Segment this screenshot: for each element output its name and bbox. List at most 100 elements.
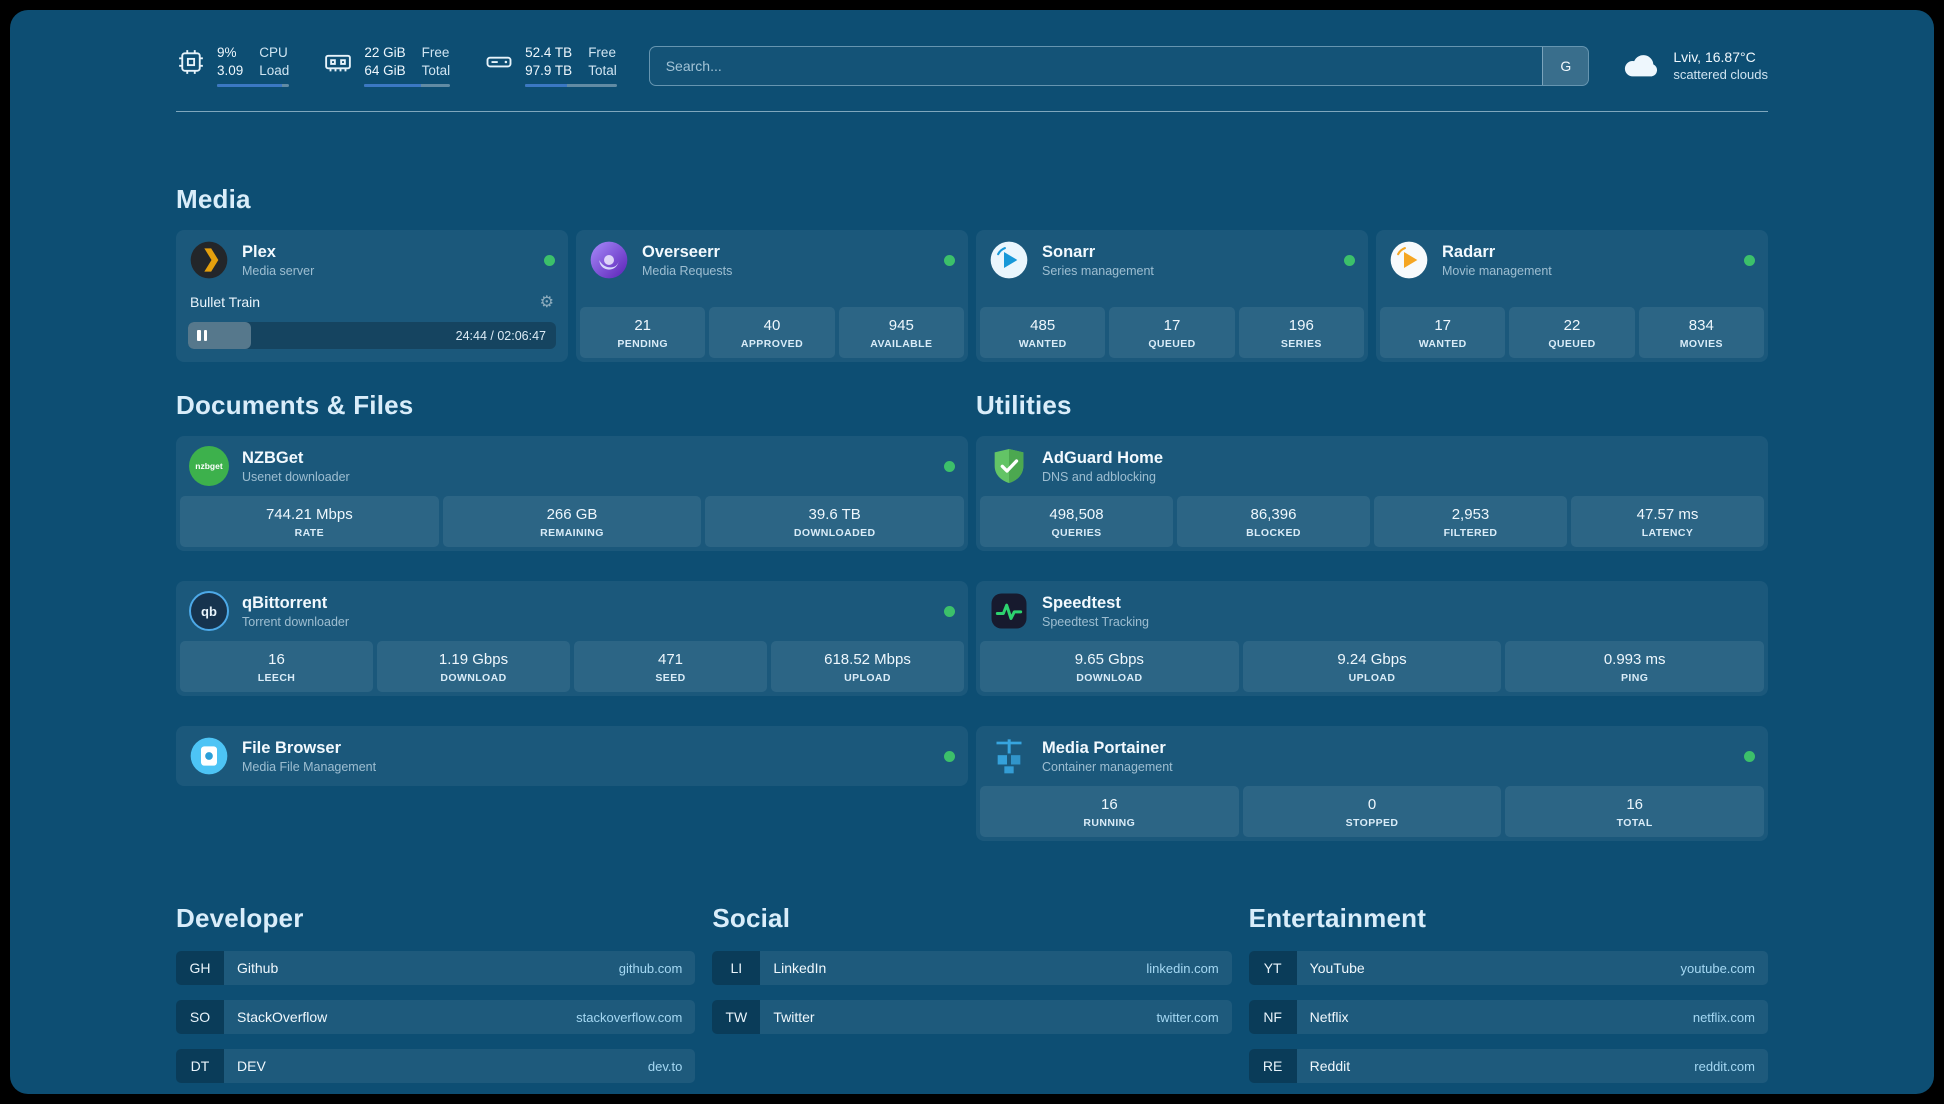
- stat-remaining: 266 GB REMAINING: [442, 496, 702, 547]
- bookmark-abbr: YT: [1248, 951, 1297, 985]
- bookmark-group-title: Social: [712, 903, 791, 933]
- stat-rate: 744.21 Mbps RATE: [180, 496, 439, 547]
- bookmark-group-social: Social LI LinkedIn linkedin.com TW Twitte…: [712, 903, 1232, 1083]
- overseerr-icon: [589, 240, 629, 280]
- disk-total: 97.9 TB: [525, 63, 573, 78]
- section-title-documents: Documents & Files: [176, 390, 414, 420]
- service-name: Overseerr: [642, 242, 720, 261]
- overseerr-link[interactable]: Overseerr Media Requests: [576, 230, 968, 290]
- bookmark-youtube[interactable]: YT YouTube youtube.com: [1248, 951, 1768, 985]
- bookmark-linkedin[interactable]: LI LinkedIn linkedin.com: [712, 951, 1232, 985]
- bookmark-stackoverflow[interactable]: SO StackOverflow stackoverflow.com: [176, 1000, 696, 1034]
- bookmark-netflix[interactable]: NF Netflix netflix.com: [1248, 1000, 1768, 1034]
- service-card-plex: Plex Media server Bullet Train ⚙ 24:44 /…: [176, 230, 568, 362]
- memory-label-2: Total: [421, 63, 451, 78]
- service-name: Speedtest: [1042, 593, 1121, 612]
- disk-free: 52.4 TB: [525, 45, 573, 60]
- cpu-icon: [179, 50, 203, 74]
- radarr-link[interactable]: Radarr Movie management: [1376, 230, 1768, 290]
- bookmark-abbr: TW: [712, 1000, 761, 1034]
- service-card-overseerr: Overseerr Media Requests 21 PENDING 40 APP…: [576, 230, 968, 362]
- stat-upload: 9.24 Gbps UPLOAD: [1242, 641, 1502, 692]
- bookmark-abbr: NF: [1248, 1000, 1297, 1034]
- filebrowser-link[interactable]: File Browser Media File Management: [176, 726, 968, 786]
- top-bar: 9% CPU 3.09 Load 22 GiB Free 64 GiB: [176, 10, 1768, 111]
- stat-wanted: 17 WANTED: [1380, 307, 1506, 358]
- nzbget-icon: nzbget: [189, 446, 229, 486]
- cpu-widget: 9% CPU 3.09 Load: [176, 44, 290, 87]
- adguard-link[interactable]: AdGuard Home DNS and adblocking: [976, 436, 1768, 496]
- stat-download: 9.65 Gbps DOWNLOAD: [980, 641, 1239, 692]
- status-dot: [944, 750, 955, 762]
- stat-total: 16 TOTAL: [1505, 786, 1765, 837]
- service-subtitle: Container management: [1042, 759, 1173, 774]
- speedtest-icon: [989, 591, 1029, 631]
- bookmark-group-developer: Developer GH Github github.com SO StackOv…: [176, 903, 696, 1083]
- filebrowser-icon: [189, 736, 229, 776]
- service-card-adguard: AdGuard Home DNS and adblocking 498,508 Q…: [976, 436, 1768, 551]
- resource-widgets: 9% CPU 3.09 Load 22 GiB Free 64 GiB: [176, 44, 617, 87]
- gear-icon[interactable]: ⚙: [539, 294, 554, 311]
- service-name: Radarr: [1442, 242, 1496, 261]
- service-subtitle: Speedtest Tracking: [1042, 614, 1150, 629]
- search-input[interactable]: [649, 46, 1543, 85]
- radarr-icon: [1389, 240, 1429, 280]
- memory-progress-bar: [364, 84, 451, 87]
- cpu-load: 3.09: [217, 63, 244, 78]
- bookmark-twitter[interactable]: TW Twitter twitter.com: [712, 1000, 1232, 1034]
- memory-label-1: Free: [421, 45, 450, 60]
- bookmark-group-title: Developer: [176, 903, 304, 933]
- service-card-portainer: Media Portainer Container management 16 R…: [976, 726, 1768, 841]
- stat-filtered: 2,953 FILTERED: [1374, 496, 1567, 547]
- stat-download: 1.19 Gbps DOWNLOAD: [377, 641, 570, 692]
- status-dot: [1744, 254, 1755, 266]
- playback-time: 24:44 / 02:06:47: [455, 328, 546, 343]
- stat-movies: 834 MOVIES: [1638, 307, 1764, 358]
- service-name: qBittorrent: [242, 593, 328, 612]
- portainer-link[interactable]: Media Portainer Container management: [976, 726, 1768, 786]
- service-subtitle: Series management: [1042, 263, 1154, 278]
- service-name: Media Portainer: [1042, 738, 1166, 757]
- stat-running: 16 RUNNING: [980, 786, 1239, 837]
- bookmark-abbr: GH: [176, 951, 224, 985]
- disk-widget: 52.4 TB Free 97.9 TB Total: [484, 44, 617, 87]
- weather-widget: Lviv, 16.87°C scattered clouds: [1621, 46, 1768, 86]
- pause-icon[interactable]: [197, 330, 207, 341]
- sonarr-icon: [989, 240, 1029, 280]
- stat-upload: 618.52 Mbps UPLOAD: [771, 641, 964, 692]
- plex-link[interactable]: Plex Media server: [176, 230, 568, 290]
- bookmark-reddit[interactable]: RE Reddit reddit.com: [1248, 1049, 1768, 1083]
- search-bar: G: [648, 45, 1590, 86]
- cpu-percent: 9%: [217, 45, 237, 60]
- service-card-radarr: Radarr Movie management 17 WANTED 22 QUEUE…: [1376, 230, 1768, 362]
- cloud-icon: [1625, 54, 1658, 76]
- stat-latency: 47.57 ms LATENCY: [1571, 496, 1764, 547]
- search-provider-button[interactable]: G: [1542, 46, 1589, 85]
- bookmark-github[interactable]: GH Github github.com: [176, 951, 696, 985]
- qbittorrent-link[interactable]: qb qBittorrent Torrent downloader: [176, 581, 968, 641]
- speedtest-link[interactable]: Speedtest Speedtest Tracking: [976, 581, 1768, 641]
- sonarr-link[interactable]: Sonarr Series management: [976, 230, 1368, 290]
- disk-label-1: Free: [588, 45, 616, 60]
- service-subtitle: Torrent downloader: [242, 614, 350, 629]
- bookmark-abbr: SO: [176, 1000, 224, 1034]
- stat-downloaded: 39.6 TB DOWNLOADED: [705, 496, 965, 547]
- service-card-speedtest: Speedtest Speedtest Tracking 9.65 Gbps DO…: [976, 581, 1768, 696]
- service-card-qbittorrent: qb qBittorrent Torrent downloader 16 LEEC…: [176, 581, 968, 696]
- service-subtitle: Movie management: [1442, 263, 1552, 278]
- weather-location: Lviv, 16.87°C: [1673, 49, 1756, 65]
- service-subtitle: Media server: [242, 263, 315, 278]
- memory-widget: 22 GiB Free 64 GiB Total: [323, 44, 451, 87]
- stat-blocked: 86,396 BLOCKED: [1177, 496, 1370, 547]
- service-name: AdGuard Home: [1042, 448, 1164, 467]
- disk-progress-bar: [525, 84, 617, 87]
- stat-queued: 17 QUEUED: [1109, 307, 1235, 358]
- cpu-label-2: Load: [259, 63, 290, 78]
- memory-free: 22 GiB: [364, 45, 406, 60]
- service-subtitle: Media File Management: [242, 759, 377, 774]
- playback-progress-bar: 24:44 / 02:06:47: [188, 322, 556, 349]
- bookmark-dev[interactable]: DT DEV dev.to: [176, 1049, 696, 1083]
- stat-stopped: 0 STOPPED: [1242, 786, 1502, 837]
- nzbget-link[interactable]: nzbget NZBGet Usenet downloader: [176, 436, 968, 496]
- adguard-icon: [989, 446, 1029, 486]
